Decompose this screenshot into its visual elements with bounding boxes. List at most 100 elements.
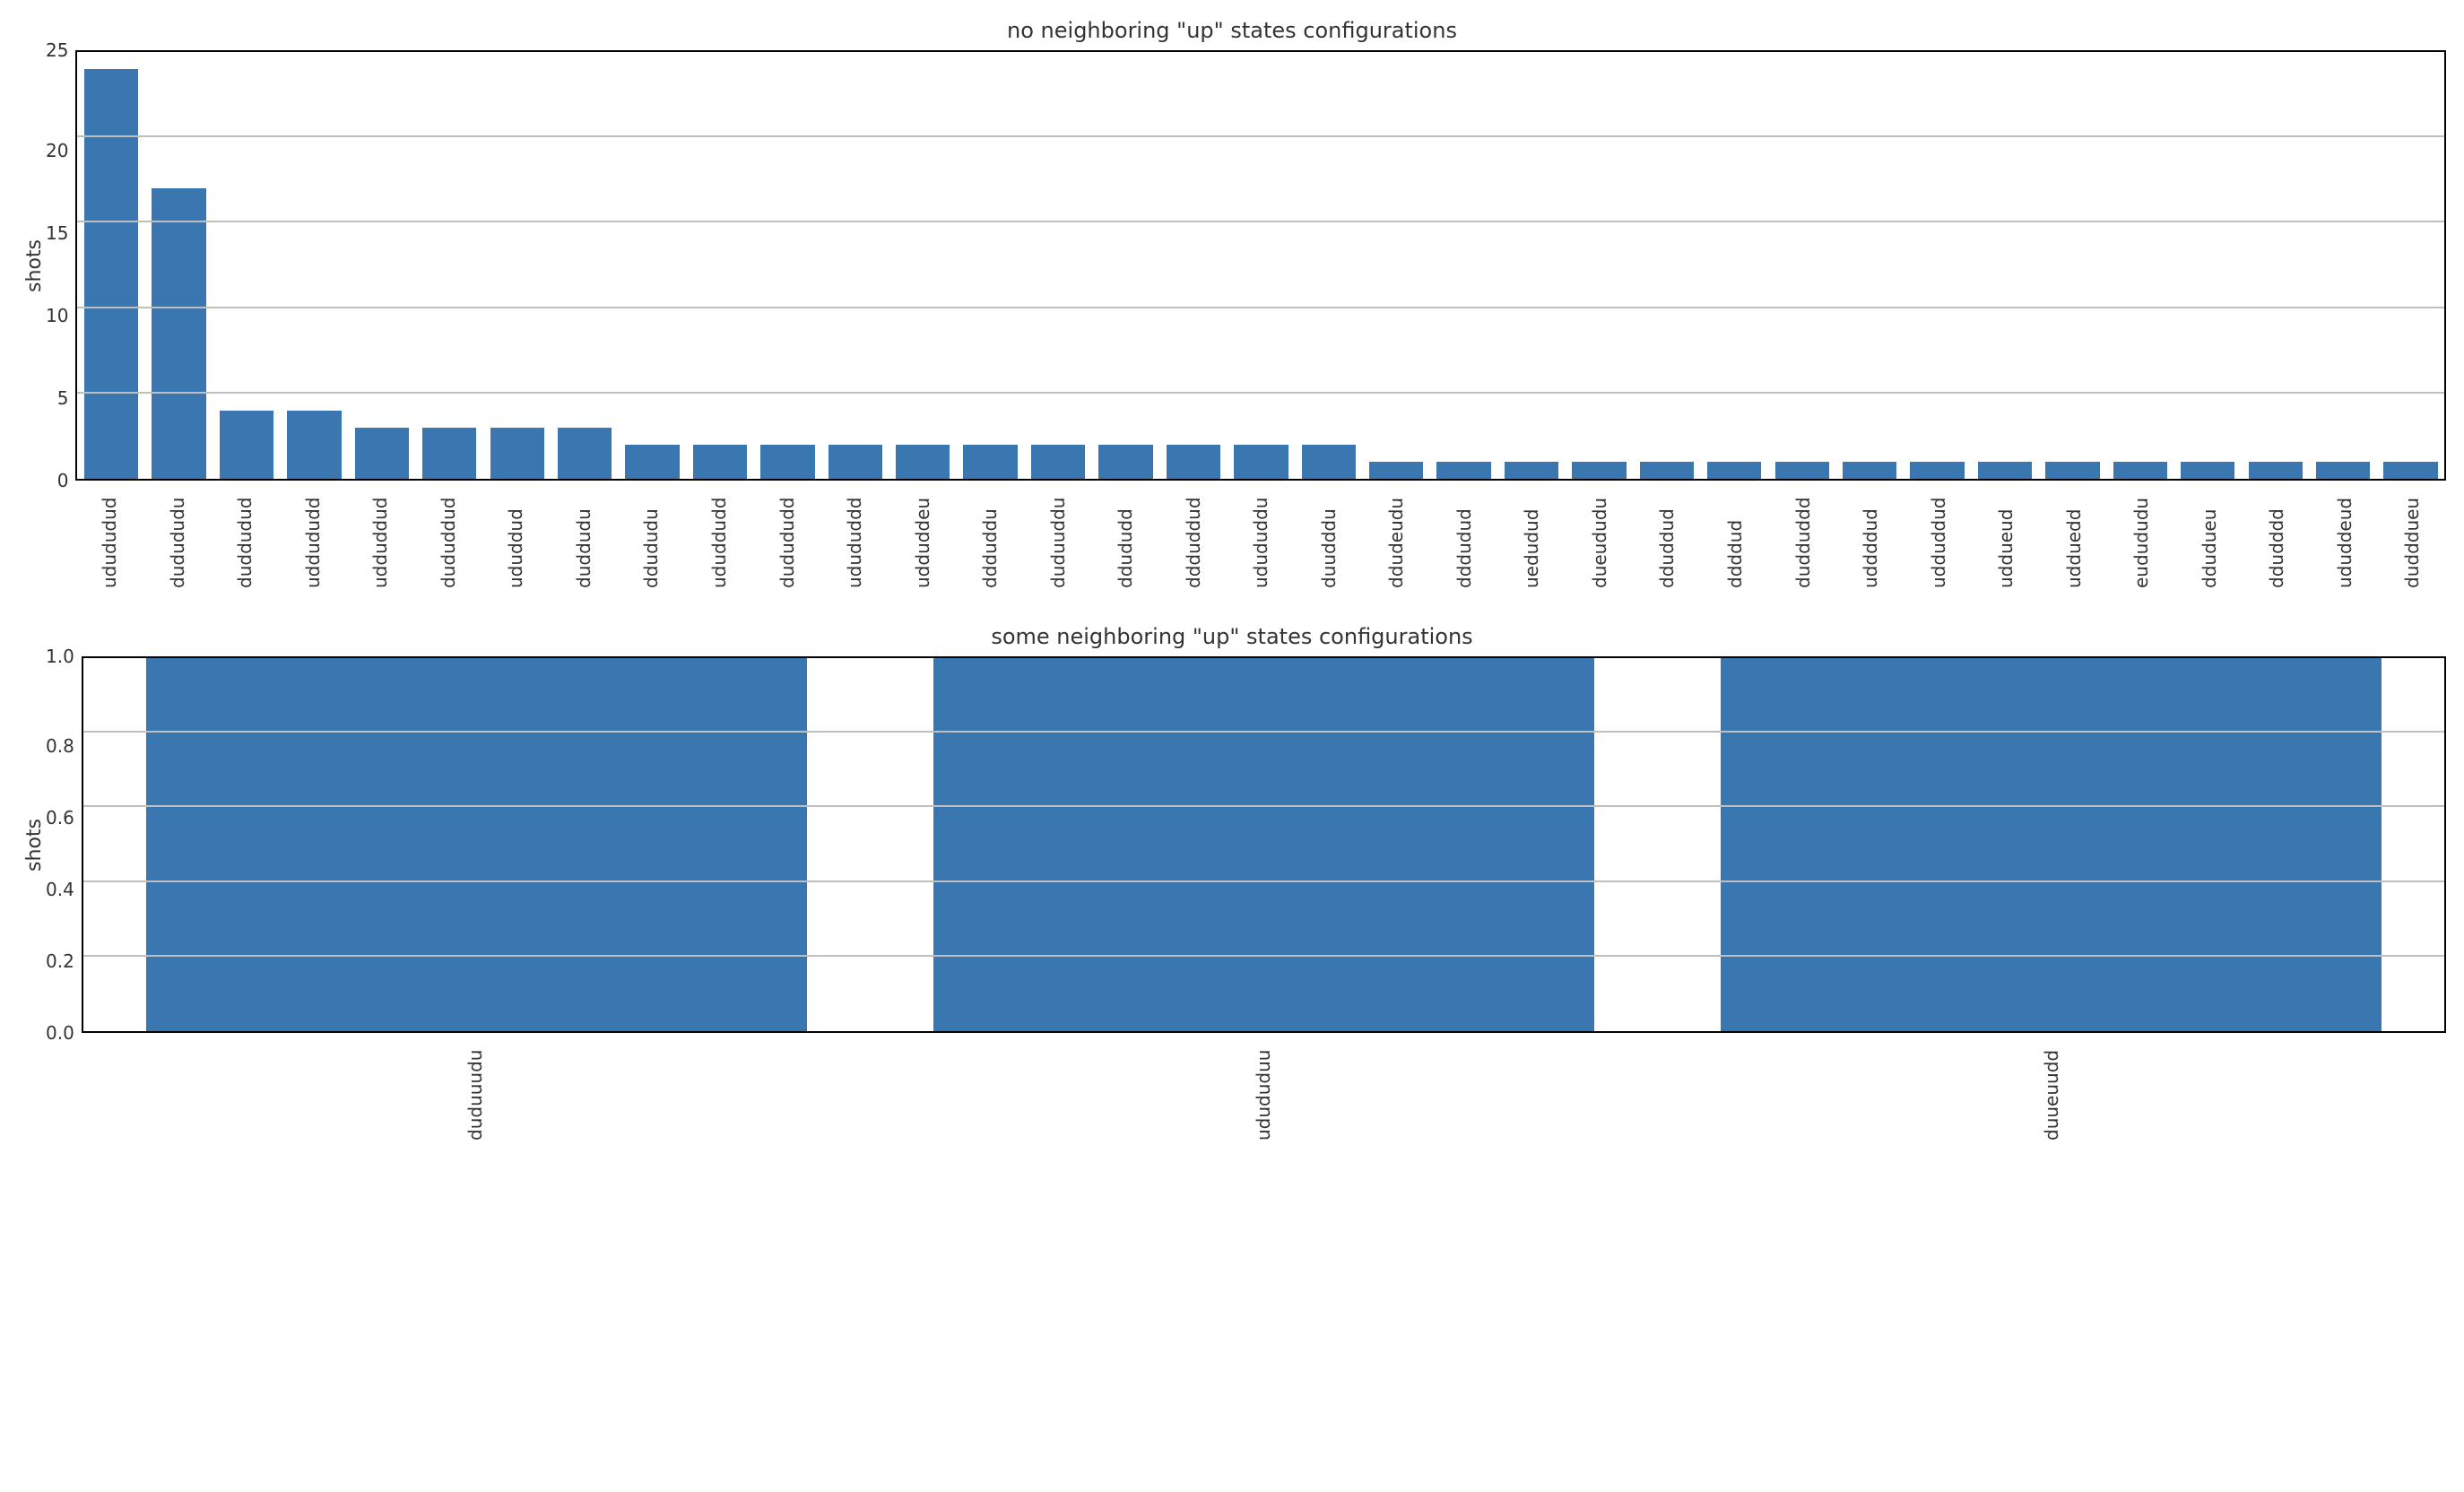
top-plot-wrapper: shots 2520151050 [18, 50, 2446, 481]
top-subplot: no neighboring "up" states configuration… [18, 18, 2446, 588]
bar [1640, 462, 1694, 479]
xtick-slot: ududdud [482, 481, 551, 588]
bar [1031, 445, 1085, 479]
bar-slot [1633, 52, 1700, 479]
bar-slot [1362, 52, 1429, 479]
ytick-label: 5 [57, 389, 69, 407]
xtick-label: duudddu [1318, 486, 1340, 588]
bar [1167, 445, 1220, 479]
xtick-label: ddudueu [2199, 486, 2220, 588]
top-xticks-container: udududud dudududu duddudud uddududd udduddud… [75, 481, 2446, 588]
xtick-label: ududdudd [708, 486, 730, 588]
bar [1910, 462, 1964, 479]
bar-slot [1497, 52, 1565, 479]
bar [220, 411, 273, 479]
bar-slot [871, 658, 1658, 1031]
ytick-label: 0.2 [46, 952, 74, 970]
bottom-xtick-row: X 1.00.80.60.40.20.0 duduuuduudududuuduu… [18, 1033, 2446, 1141]
xtick-slot: ddduddu [956, 481, 1024, 588]
bottom-ytick-column: 1.00.80.60.40.20.0 [46, 656, 82, 1033]
xtick-slot: duddudu [550, 481, 618, 588]
xtick-slot: dudududd [753, 481, 821, 588]
bar [1978, 462, 2032, 479]
top-bars-container [77, 52, 2444, 479]
xtick-label: udududud [99, 486, 120, 588]
xtick-slot: ududdeud [2311, 481, 2379, 588]
xtick-label: dududdud [438, 486, 459, 588]
bar [2316, 462, 2370, 479]
ytick-label: 1.0 [46, 647, 74, 665]
xtick-label: duddudud [234, 486, 256, 588]
bar [1707, 462, 1761, 479]
xtick-label: dudududu [167, 486, 188, 588]
xtick-slot: uddddud [1836, 481, 1904, 588]
xtick-label: duueuudd [2041, 1038, 2062, 1141]
xtick-slot: dueududu [1566, 481, 1634, 588]
bar [1572, 462, 1626, 479]
ytick-label: 0.0 [46, 1024, 74, 1042]
bar-slot [145, 52, 213, 479]
top-chart-title: no neighboring "up" states configuration… [18, 18, 2446, 43]
bar [933, 658, 1594, 1031]
xtick-label: dudududd [777, 486, 798, 588]
bar-slot [2039, 52, 2106, 479]
xtick-slot: udududdd [820, 481, 889, 588]
bar-slot [348, 52, 415, 479]
bar [146, 658, 807, 1031]
xtick-label: duduuudu [464, 1038, 486, 1141]
figure: no neighboring "up" states configuration… [18, 18, 2446, 1141]
xtick-label: eudududu [2130, 486, 2152, 588]
bar-slot [2377, 52, 2444, 479]
bar [2383, 462, 2437, 479]
xtick-slot: ddudddd [2243, 481, 2311, 588]
bottom-plot-wrapper: shots 1.00.80.60.40.20.0 [18, 656, 2446, 1033]
xtick-slot: dudududu [143, 481, 212, 588]
xtick-label: udududdu [1250, 486, 1271, 588]
xtick-slot: ddududu [618, 481, 686, 588]
xtick-label: udduedd [2063, 486, 2085, 588]
bar-slot [1566, 52, 1633, 479]
bar [963, 445, 1017, 479]
xtick-slot: uddududd [279, 481, 347, 588]
xtick-slot: udududdu [1227, 481, 1295, 588]
xtick-label: udduddeu [912, 486, 933, 588]
xtick-slot: dudddueu [2379, 481, 2447, 588]
xtick-slot: ddudeudu [1363, 481, 1431, 588]
bar [1234, 445, 1288, 479]
bar [1369, 462, 1423, 479]
xtick-slot: uddueud [1972, 481, 2040, 588]
bar [1775, 462, 1829, 479]
xtick-slot: ddududd [1091, 481, 1159, 588]
bar [1302, 445, 1356, 479]
bar-slot [1024, 52, 1091, 479]
bottom-subplot: some neighboring "up" states configurati… [18, 624, 2446, 1141]
xtick-slot: udduedd [2040, 481, 2108, 588]
top-plot-box [75, 50, 2446, 481]
xtick-slot: duueuudd [1658, 1033, 2446, 1141]
xtick-label: duddudu [573, 486, 594, 588]
ytick-label: 0.8 [46, 737, 74, 755]
bar-slot [2106, 52, 2173, 479]
bar-slot [1835, 52, 1903, 479]
bar [625, 445, 679, 479]
bar [2045, 462, 2099, 479]
xtick-label: uedudud [1521, 486, 1542, 588]
bar-slot [1295, 52, 1362, 479]
bar-slot [821, 52, 889, 479]
bar [84, 69, 138, 479]
bar [422, 428, 476, 479]
bar-slot [957, 52, 1024, 479]
bar-slot [1904, 52, 1971, 479]
xtick-slot: duddudud [212, 481, 280, 588]
bottom-chart-title: some neighboring "up" states configurati… [18, 624, 2446, 649]
xtick-label: ddududu [640, 486, 662, 588]
xtick-label: udduddud [369, 486, 391, 588]
xtick-label: udududdd [844, 486, 865, 588]
bar [693, 445, 747, 479]
xtick-slot: duduuddu [1024, 481, 1092, 588]
xtick-label: dddudud [1453, 486, 1475, 588]
xtick-slot: dddudud [1430, 481, 1498, 588]
bar [287, 411, 341, 479]
bar-slot [1971, 52, 2038, 479]
xtick-slot: udududud [75, 481, 143, 588]
